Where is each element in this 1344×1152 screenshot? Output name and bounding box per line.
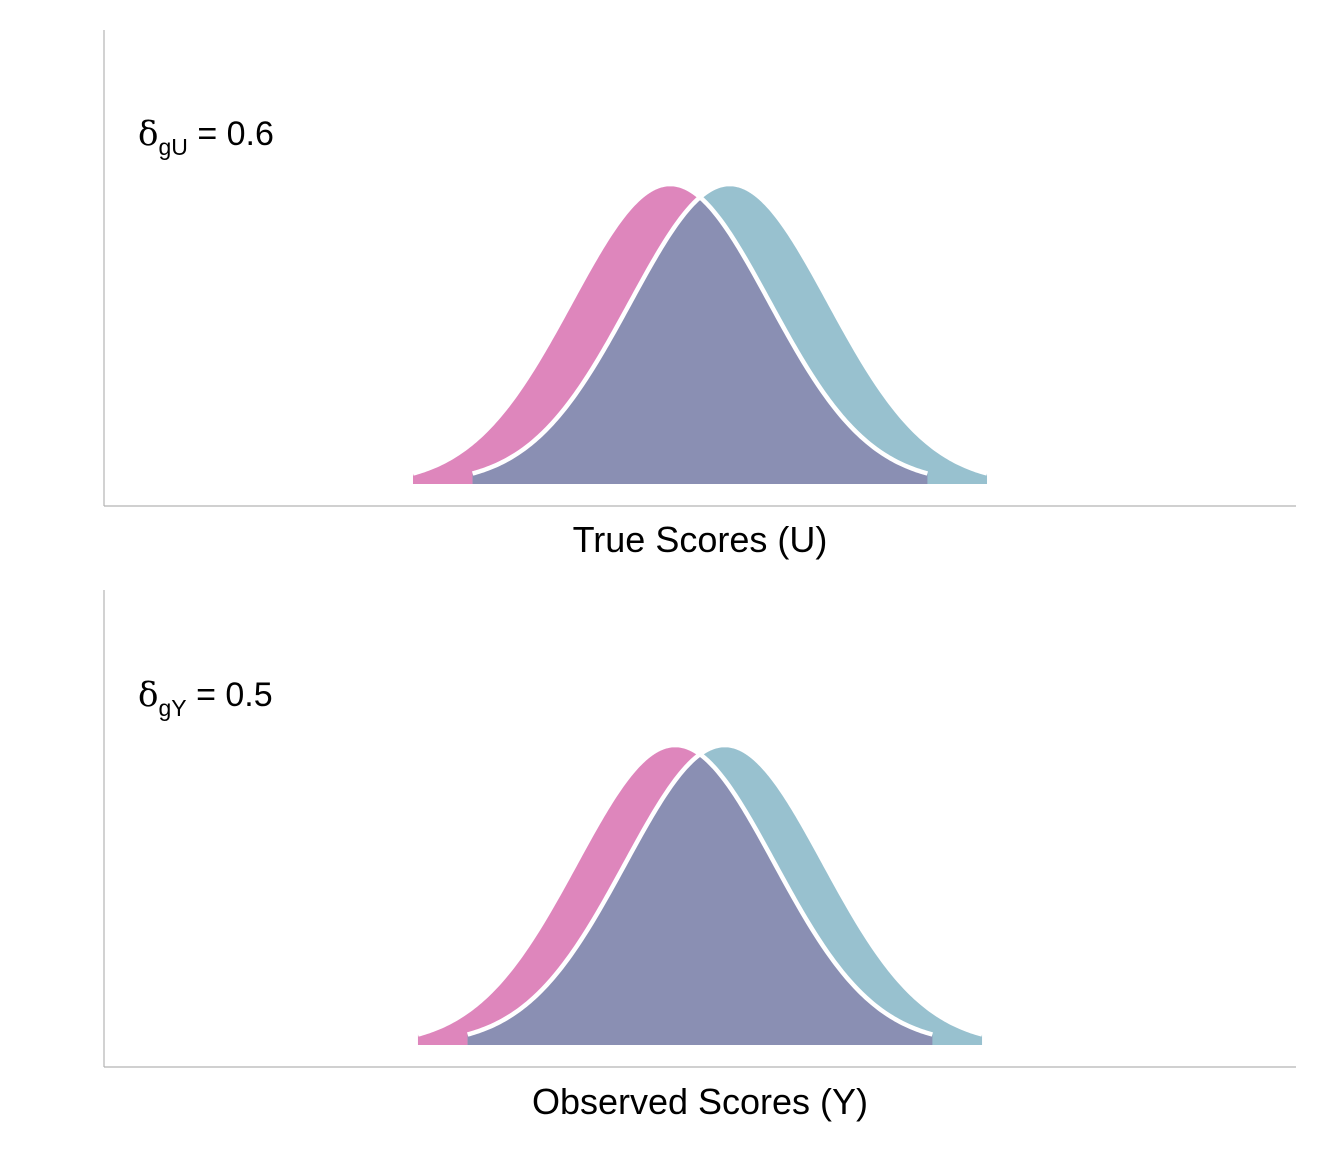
delta-symbol: δ xyxy=(138,114,158,154)
panel-observed-scores: δgY = 0.5 Observed Scores (Y) xyxy=(103,590,1296,1122)
effect-size-subscript: gY xyxy=(158,695,186,721)
effect-size-annotation: δgY = 0.5 xyxy=(138,675,273,721)
x-axis-label: Observed Scores (Y) xyxy=(532,1081,868,1122)
effect-size-annotation: δgU = 0.6 xyxy=(138,114,274,160)
effect-size-value: = 0.5 xyxy=(187,676,273,714)
overlap-area xyxy=(467,754,933,1045)
group-b-density-line xyxy=(467,742,983,1037)
effect-size-subscript: gU xyxy=(158,134,187,160)
density-curves xyxy=(412,181,988,484)
panel-true-scores: δgU = 0.6 True Scores (U) xyxy=(103,30,1296,560)
delta-symbol: δ xyxy=(138,675,158,715)
effect-size-value: = 0.6 xyxy=(188,115,274,153)
x-axis-label: True Scores (U) xyxy=(573,519,828,560)
group-a-density-line xyxy=(417,742,933,1037)
group-a-density-line xyxy=(412,181,929,476)
density-curves xyxy=(417,742,983,1045)
overlap-area xyxy=(472,197,928,484)
group-b-density-line xyxy=(471,181,988,476)
